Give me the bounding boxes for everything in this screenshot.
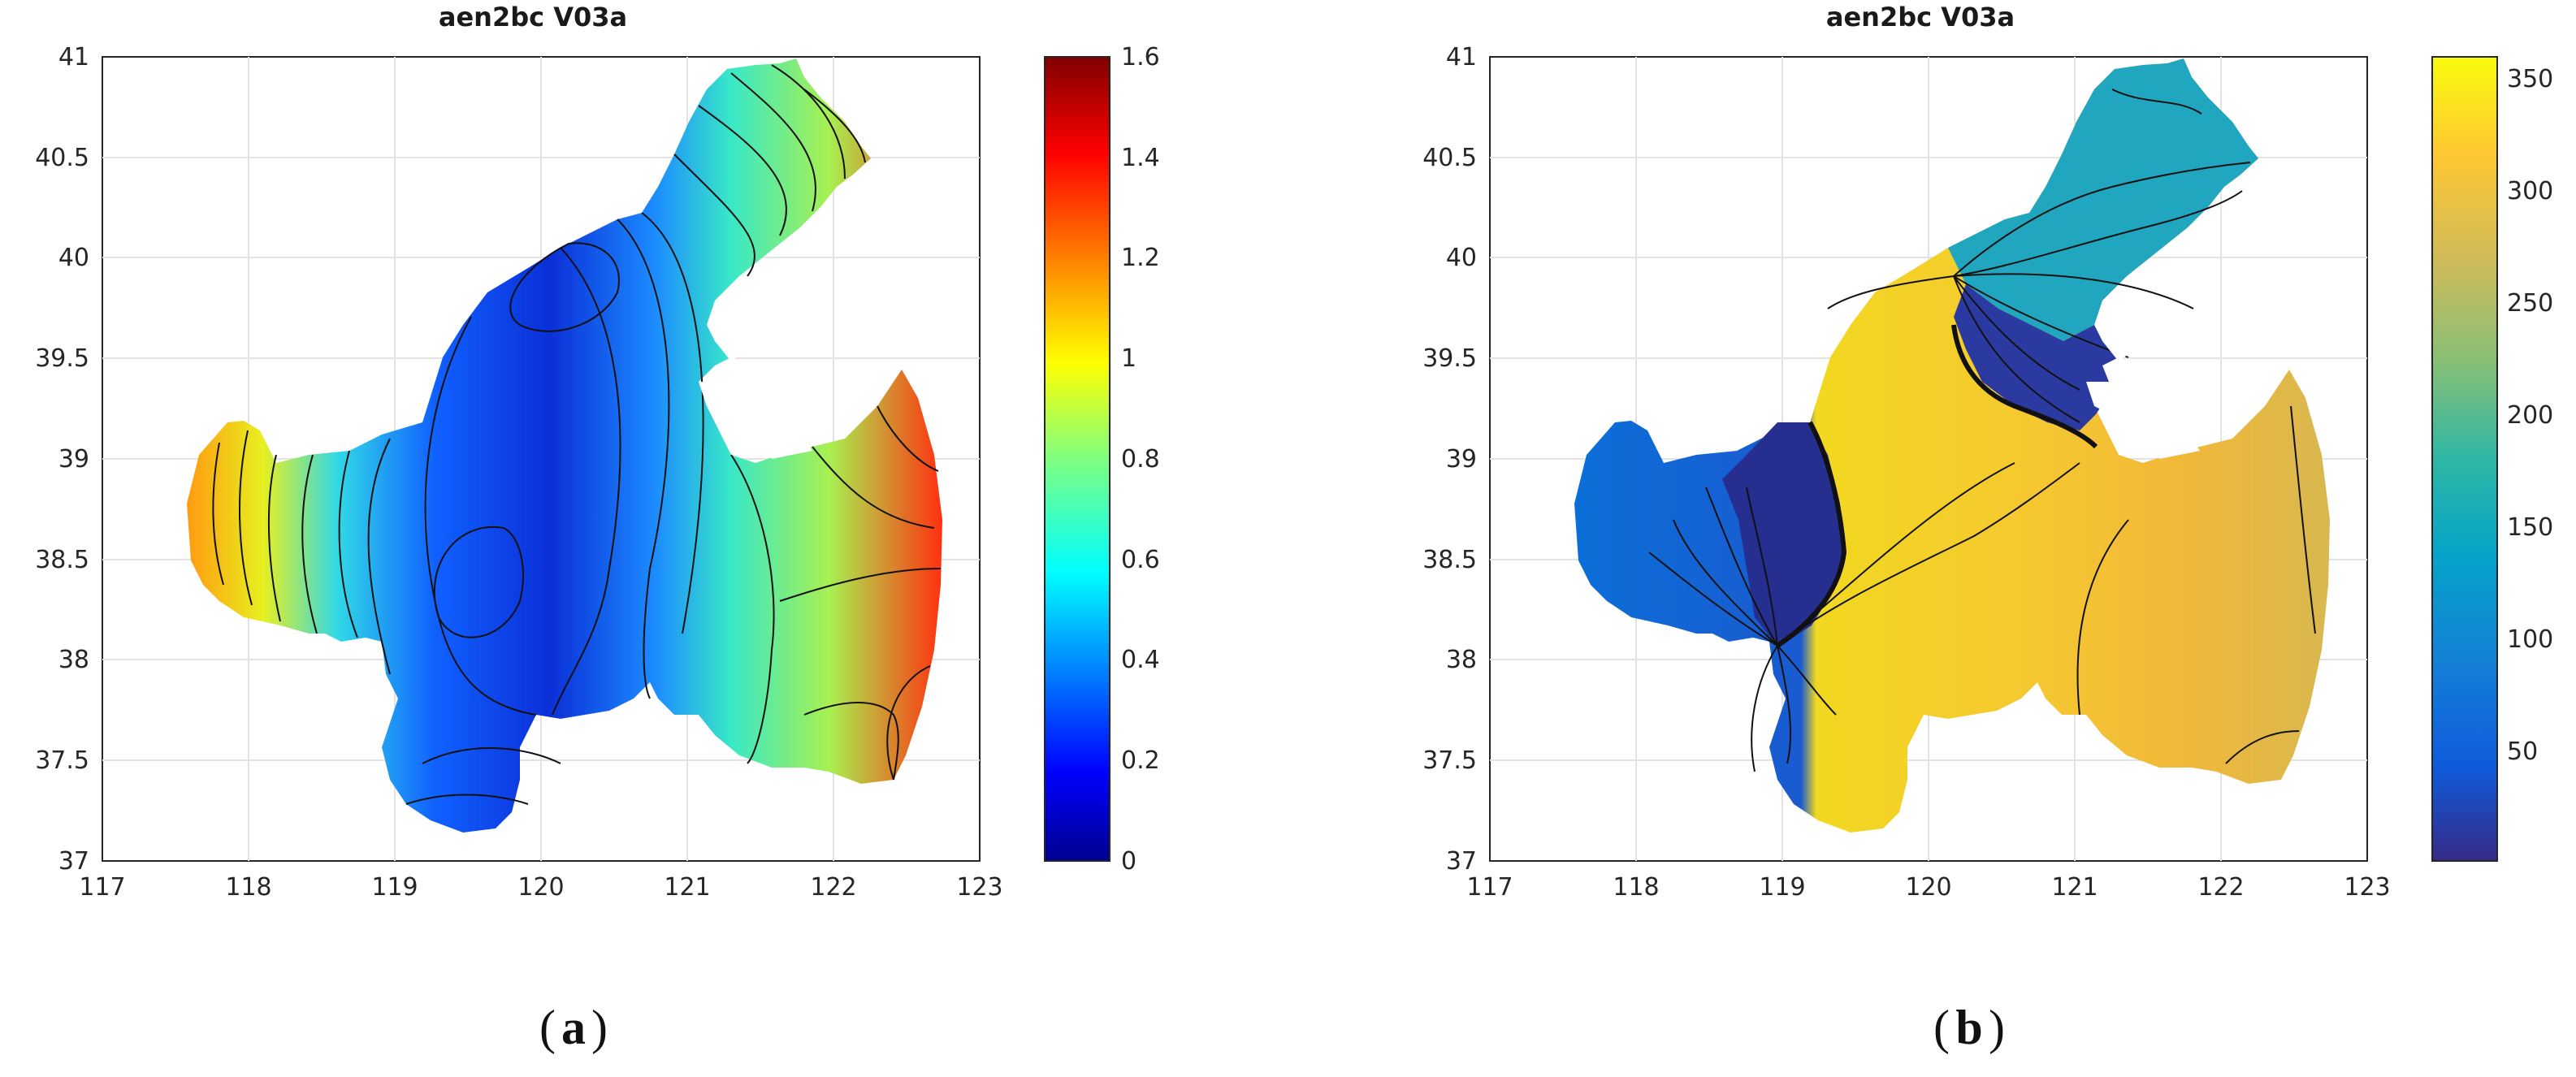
panel-b: aen2bc V03a <box>1422 2 2553 1054</box>
colorbar-a-gradient <box>1044 56 1110 862</box>
y-tick-label: 40.5 <box>35 144 89 172</box>
x-tick-label: 122 <box>810 873 856 902</box>
panel-b-sea-field <box>1574 58 2330 833</box>
panel-b-title: aen2bc V03a <box>1826 2 2015 32</box>
x-tick-label: 123 <box>956 873 1002 902</box>
svg-text:): ) <box>591 1001 608 1054</box>
y-tick-label: 40.5 <box>1422 144 1477 172</box>
panel-a-title: aen2bc V03a <box>439 2 627 32</box>
svg-text:): ) <box>1989 1001 2005 1054</box>
y-tick-label: 37.5 <box>35 746 89 775</box>
colorbar-tick-label: 0.8 <box>1121 445 1160 474</box>
colorbar-tick-label: 1 <box>1121 344 1136 373</box>
x-tick-label: 120 <box>517 873 564 902</box>
panel-a-caption: ( a ) <box>539 1001 608 1054</box>
colorbar-b-gradient <box>2431 56 2498 862</box>
colorbar-tick-label: 100 <box>2507 625 2553 654</box>
y-tick-label: 38.5 <box>1422 546 1477 574</box>
panel-b-islands <box>2086 333 2200 459</box>
colorbar-tick-label: 0.4 <box>1121 646 1160 674</box>
colorbar-tick-label: 350 <box>2507 65 2553 93</box>
colorbar-tick-label: 1.2 <box>1121 244 1160 272</box>
svg-text:(: ( <box>539 1001 556 1054</box>
x-tick-label: 121 <box>2051 873 2098 902</box>
y-tick-label: 40 <box>58 244 89 272</box>
x-tick-label: 120 <box>1905 873 1951 902</box>
y-tick-label: 41 <box>58 43 89 71</box>
panel-b-caption: ( b ) <box>1933 1001 2005 1054</box>
colorbar-tick-label: 1.4 <box>1121 144 1160 172</box>
colorbar-tick-label: 0.2 <box>1121 746 1160 775</box>
colorbar-tick-label: 50 <box>2507 737 2538 766</box>
x-tick-label: 117 <box>79 873 125 902</box>
colorbar-tick-label: 250 <box>2507 289 2553 318</box>
svg-text:(: ( <box>1933 1001 1950 1054</box>
panel-a-contours <box>212 64 942 805</box>
x-tick-label: 119 <box>1759 873 1805 902</box>
panel-a-sea-field <box>187 58 942 833</box>
y-tick-label: 38.5 <box>35 546 89 574</box>
x-tick-label: 123 <box>2344 873 2390 902</box>
y-tick-label: 40 <box>1446 244 1477 272</box>
y-tick-label: 37 <box>1446 847 1477 876</box>
y-tick-label: 37.5 <box>1422 746 1477 775</box>
panel-b-contours <box>1648 89 2316 772</box>
colorbar-tick-label: 150 <box>2507 513 2553 542</box>
y-tick-label: 39.5 <box>35 344 89 373</box>
y-tick-label: 41 <box>1446 43 1477 71</box>
panel-b-colorbar: 350 300 250 200 150 100 50 <box>2431 56 2553 862</box>
panel-a-islands <box>699 333 812 459</box>
panel-a-y-ticks: 41 40.5 40 39.5 39 38.5 38 37.5 37 <box>35 43 89 876</box>
colorbar-tick-label: 0.6 <box>1121 546 1160 574</box>
panel-a-x-ticks: 117 118 119 120 121 122 123 <box>79 873 1002 902</box>
panel-b-x-ticks: 117 118 119 120 121 122 123 <box>1466 873 2390 902</box>
colorbar-tick-label: 0 <box>1121 847 1136 876</box>
x-tick-label: 117 <box>1466 873 1513 902</box>
panel-a-colorbar: 1.6 1.4 1.2 1 0.8 0.6 0.4 0.2 0 <box>1044 43 1160 876</box>
x-tick-label: 119 <box>371 873 418 902</box>
y-tick-label: 39.5 <box>1422 344 1477 373</box>
y-tick-label: 37 <box>58 847 89 876</box>
x-tick-label: 118 <box>225 873 271 902</box>
panel-b-y-ticks: 41 40.5 40 39.5 39 38.5 38 37.5 37 <box>1422 43 1477 876</box>
panel-a: aen2bc V03a <box>35 2 1160 1054</box>
panel-b-caption-letter: b <box>1955 1001 1982 1054</box>
panel-a-caption-letter: a <box>561 1001 586 1054</box>
x-tick-label: 121 <box>664 873 710 902</box>
y-tick-label: 38 <box>1446 646 1477 674</box>
colorbar-tick-label: 1.6 <box>1121 43 1160 71</box>
y-tick-label: 39 <box>58 445 89 474</box>
colorbar-tick-label: 300 <box>2507 177 2553 205</box>
x-tick-label: 118 <box>1613 873 1659 902</box>
y-tick-label: 38 <box>58 646 89 674</box>
x-tick-label: 122 <box>2197 873 2244 902</box>
y-tick-label: 39 <box>1446 445 1477 474</box>
colorbar-tick-label: 200 <box>2507 401 2553 430</box>
